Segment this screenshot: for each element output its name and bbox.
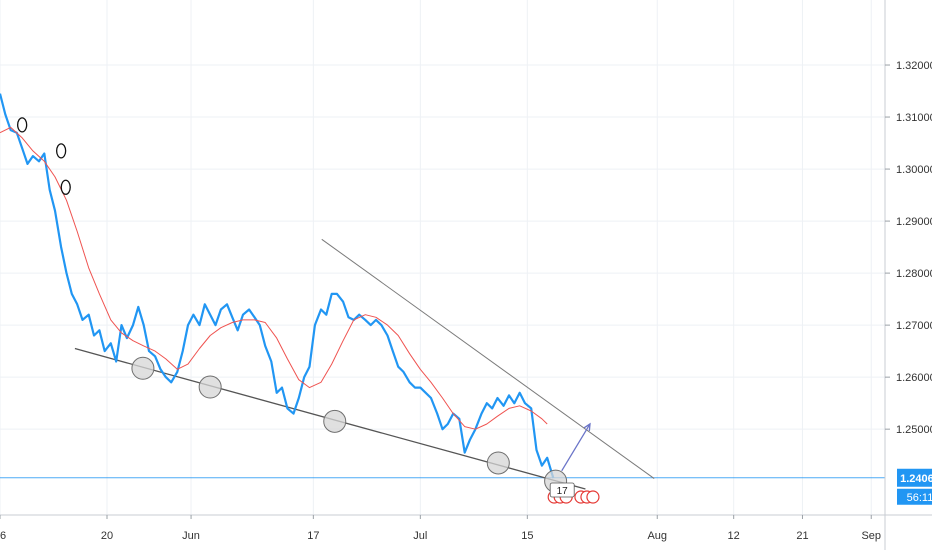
- x-tick-label: 12: [728, 530, 740, 542]
- countdown-badge: [897, 488, 932, 505]
- series-layer: [0, 93, 555, 479]
- small-circle-marker: [55, 143, 67, 159]
- moving-average-line: [0, 126, 548, 430]
- projection-arrow-head: [583, 422, 591, 431]
- y-tick-label: 1.30000: [896, 164, 932, 176]
- y-tick-label: 1.31000: [896, 112, 932, 124]
- touch-marker: [486, 451, 510, 475]
- countdown-label: 56:11: [907, 492, 932, 504]
- x-tick-label: Sep: [861, 530, 881, 542]
- y-tick-label: 1.25000: [896, 424, 932, 436]
- annotations: [17, 117, 591, 493]
- x-tick-label: 15: [521, 530, 533, 542]
- x-tick-label: 6: [0, 530, 6, 542]
- y-tick-label: 1.26000: [896, 372, 932, 384]
- event-flag-icon: [586, 490, 600, 504]
- small-circle-marker: [17, 117, 28, 133]
- current-price-badge: [897, 468, 932, 487]
- x-tick-label: Jul: [413, 530, 427, 542]
- event-label: 17: [557, 486, 569, 497]
- touch-marker: [131, 356, 155, 380]
- y-tick-label: 1.27000: [896, 320, 932, 332]
- touch-marker: [323, 409, 347, 433]
- x-tick-label: 17: [307, 530, 319, 542]
- x-tick-label: Jun: [182, 530, 200, 542]
- y-tick-label: 1.32000: [896, 60, 932, 72]
- x-tick-label: 21: [796, 530, 808, 542]
- event-label-box: [549, 482, 575, 498]
- upper-trendline: [321, 238, 655, 479]
- touch-marker: [198, 375, 222, 399]
- event-markers: 17: [547, 482, 600, 504]
- x-tick-label: 20: [101, 530, 113, 542]
- y-tick-label: 1.29000: [896, 216, 932, 228]
- current-price-label: 1.24066: [900, 473, 932, 485]
- x-tick-label: Aug: [647, 530, 667, 542]
- price-series-line: [0, 93, 555, 479]
- small-circle-marker: [60, 179, 71, 195]
- projection-arrow-shaft: [561, 423, 591, 472]
- y-tick-label: 1.28000: [896, 268, 932, 280]
